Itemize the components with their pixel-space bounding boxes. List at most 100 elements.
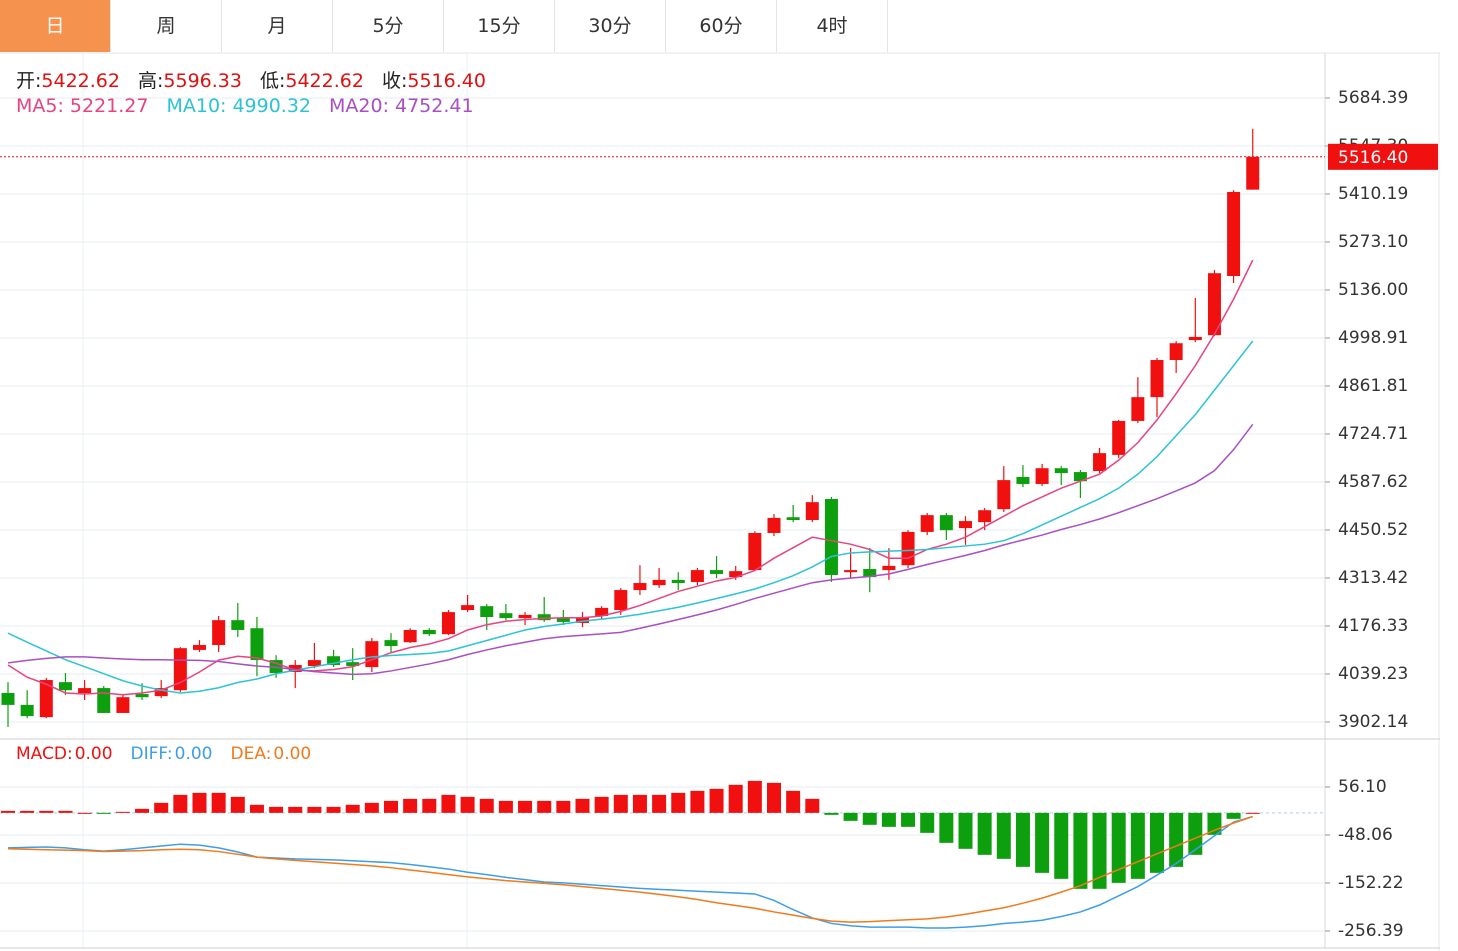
candle-body <box>690 570 704 582</box>
macd-bar <box>901 812 916 827</box>
last-price-box <box>1328 143 1438 170</box>
legend-value: 4752.41 <box>394 95 474 117</box>
candle-body <box>901 531 915 566</box>
macd-bar <box>269 806 284 813</box>
macd-bar <box>173 794 188 813</box>
macd-bar <box>1226 812 1241 819</box>
candle-body <box>1093 453 1107 472</box>
y-tick-label: 4039.23 <box>1338 664 1408 684</box>
candle-body <box>652 579 666 586</box>
macd-bar <box>594 796 609 813</box>
info-value: 5422.62 <box>41 70 120 92</box>
candle-body <box>441 612 455 635</box>
candle-body <box>997 480 1011 510</box>
candle-body <box>231 620 245 630</box>
y-tick-label: 4998.91 <box>1338 328 1408 348</box>
period-tab[interactable]: 60分 <box>666 0 777 52</box>
candle-body <box>537 614 551 621</box>
legend-name: MA10: <box>166 95 227 117</box>
candle-body <box>1207 273 1221 336</box>
macd-bar <box>728 784 743 813</box>
macd-bar <box>862 812 877 825</box>
candle-body <box>1227 191 1241 276</box>
legend-value: 0.00 <box>74 744 113 764</box>
candle-body <box>576 617 589 623</box>
macd-bar <box>441 794 456 813</box>
y-tick-label: -152.22 <box>1338 873 1404 893</box>
macd-bar <box>77 812 92 814</box>
macd-bar <box>958 812 973 849</box>
candle-body <box>97 688 111 713</box>
y-tick-label: 3902.14 <box>1338 712 1408 732</box>
candle-body <box>499 613 513 619</box>
macd-bar <box>881 812 896 827</box>
info-label: 高: <box>137 70 164 92</box>
candle-body <box>212 620 226 646</box>
info-value: 5596.33 <box>163 70 242 92</box>
info-label: 开: <box>16 70 42 92</box>
macd-bar <box>1054 812 1069 879</box>
macd-bar <box>1130 812 1145 879</box>
last-price-label: 5516.40 <box>1338 148 1408 168</box>
candle-body <box>767 517 781 533</box>
macd-bar <box>403 798 418 813</box>
candle-body <box>1035 468 1049 484</box>
macd-bar <box>326 806 341 813</box>
candle-body <box>154 688 168 697</box>
macd-bar <box>154 802 169 813</box>
macd-bar <box>1 810 15 813</box>
ohlc-info: 开:5422.62 高:5596.33 低:5422.62 收:5516.40 <box>16 66 486 93</box>
candle-body <box>882 565 896 571</box>
candle-body <box>556 618 570 622</box>
period-tab[interactable]: 周 <box>111 0 222 52</box>
y-tick-label: -48.06 <box>1338 825 1393 845</box>
macd-bar <box>1169 812 1184 867</box>
candle-body <box>1131 397 1145 421</box>
y-tick-label: 4587.62 <box>1338 472 1408 492</box>
candle-body <box>327 656 341 665</box>
period-tab[interactable]: 月 <box>222 0 333 52</box>
macd-bar <box>460 796 475 813</box>
macd-bar <box>556 800 571 813</box>
period-tab[interactable]: 4时 <box>777 0 888 52</box>
period-tab[interactable]: 30分 <box>555 0 666 52</box>
macd-bar <box>115 811 130 813</box>
candle-body <box>480 606 494 618</box>
period-tab[interactable]: 5分 <box>333 0 444 52</box>
macd-bar <box>824 812 839 815</box>
macd-bar <box>230 796 245 813</box>
candle-body <box>518 614 532 619</box>
legend-name: MACD: <box>16 744 73 764</box>
y-tick-label: 4861.81 <box>1338 376 1408 396</box>
candle-body <box>786 517 800 521</box>
macd-bar <box>632 794 647 813</box>
candle-body <box>633 583 647 591</box>
candle-body <box>824 499 838 575</box>
candle-body <box>748 532 762 571</box>
ma-line <box>7 259 1254 696</box>
macd-bar <box>422 798 437 813</box>
macd-bar <box>498 800 513 813</box>
y-tick-label: 5136.00 <box>1338 280 1408 300</box>
y-tick-label: 4450.52 <box>1338 520 1408 540</box>
macd-bar <box>20 810 35 813</box>
candle-body <box>20 704 34 717</box>
macd-bar <box>1245 812 1260 814</box>
y-tick-label: 56.10 <box>1338 777 1387 797</box>
candle-body <box>978 510 992 523</box>
macd-bar <box>1188 812 1203 855</box>
macd-bar <box>192 792 207 813</box>
macd-bar <box>1035 812 1050 873</box>
candle-body <box>614 590 628 611</box>
candle-body <box>116 697 130 713</box>
period-tabs: 日周月 5分 15分 30分 60分 4时 <box>0 0 888 52</box>
macd-line <box>7 815 1253 923</box>
candle-body <box>346 662 360 667</box>
macd-bar <box>537 800 552 813</box>
period-tab[interactable]: 日 <box>0 0 111 52</box>
macd-bar <box>1073 812 1088 889</box>
period-tab[interactable]: 15分 <box>444 0 555 52</box>
macd-bar <box>709 788 724 813</box>
legend-value: 4990.32 <box>232 95 312 117</box>
candle-body <box>1188 336 1202 341</box>
